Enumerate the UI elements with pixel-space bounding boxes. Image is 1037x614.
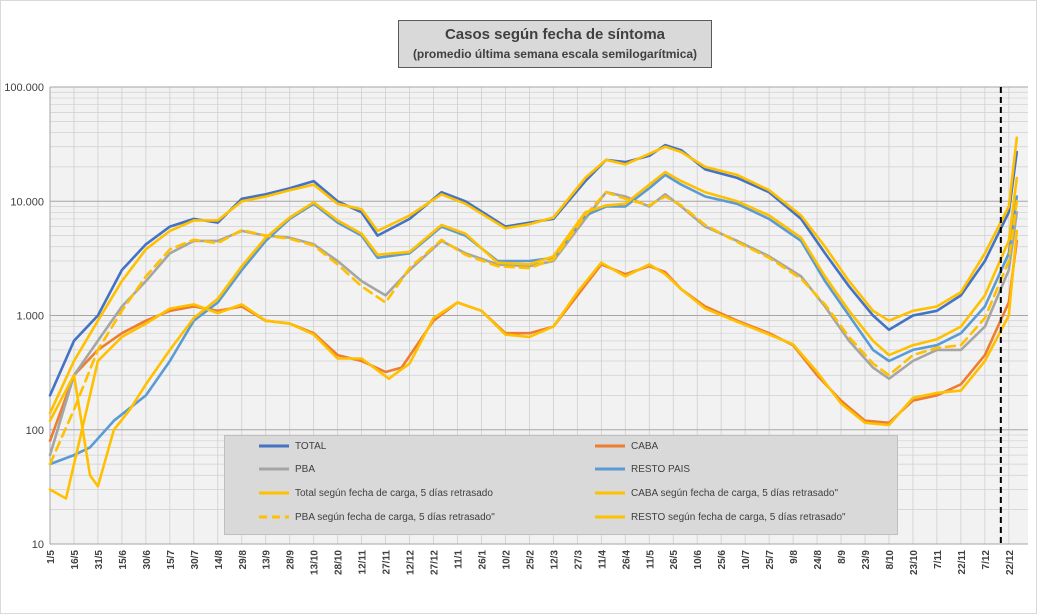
x-tick-label: 7/12 <box>981 550 992 570</box>
series-line <box>48 170 1019 488</box>
series-line <box>48 239 1019 443</box>
x-tick-label: 26/5 <box>669 550 680 570</box>
chart-title: Casos según fecha de síntoma <box>444 26 666 43</box>
x-tick-label: 15/7 <box>166 550 177 570</box>
x-tick-label: 13/9 <box>262 550 273 570</box>
x-tick-label: 30/6 <box>142 550 153 570</box>
legend-item-pba: PBA <box>259 464 316 475</box>
x-tick-label: 27/11 <box>382 550 393 575</box>
series-line <box>48 229 1019 500</box>
legend-item-resto-carga: RESTO según fecha de carga, 5 días retra… <box>595 512 846 523</box>
x-tick-label: 27/3 <box>573 550 584 570</box>
y-tick-label: 1.000 <box>16 311 44 323</box>
x-tick-label: 22/12 <box>1005 550 1016 575</box>
x-tick-label: 13/10 <box>310 550 321 575</box>
x-tick-label: 8/9 <box>837 550 848 564</box>
y-tick-label: 10 <box>32 539 44 551</box>
x-tick-label: 8/10 <box>885 550 896 570</box>
legend-item-pba-carga: PBA según fecha de carga, 5 días retrasa… <box>259 512 495 523</box>
x-tick-label: 11/5 <box>645 550 656 569</box>
x-tick-label: 25/7 <box>765 550 776 570</box>
x-tick-label: 22/11 <box>957 550 968 575</box>
legend-item-caba-carga: CABA según fecha de carga, 5 días retras… <box>595 488 839 499</box>
x-tick-label: 11/4 <box>597 550 608 569</box>
x-tick-label: 28/10 <box>334 550 345 575</box>
x-tick-label: 23/10 <box>909 550 920 575</box>
chart-legend: TOTAL CABA PBA RESTO PAIS Total según fe… <box>224 435 898 535</box>
x-tick-label: 12/3 <box>549 550 560 570</box>
x-tick-label: 27/12 <box>430 550 441 575</box>
x-tick-label: 7/11 <box>933 550 944 569</box>
legend-item-total-carga: Total según fecha de carga, 5 días retra… <box>259 488 493 499</box>
x-tick-label: 10/2 <box>501 550 512 570</box>
y-tick-label: 100 <box>26 425 44 437</box>
series-line <box>48 190 1019 466</box>
x-tick-label: 12/11 <box>358 550 369 575</box>
x-tick-label: 31/5 <box>94 550 105 570</box>
x-tick-label: 9/8 <box>789 550 800 564</box>
legend-item-total: TOTAL <box>259 441 327 452</box>
x-tick-label: 25/2 <box>525 550 536 570</box>
x-tick-label: 29/8 <box>238 550 249 570</box>
y-tick-label: 10.000 <box>10 196 44 208</box>
x-tick-label: 12/12 <box>406 550 417 575</box>
chart-title-box: Casos según fecha de síntoma (promedio ú… <box>398 20 712 68</box>
x-tick-label: 10/6 <box>693 550 704 570</box>
x-tick-label: 1/5 <box>46 550 57 564</box>
x-tick-label: 25/6 <box>717 550 728 570</box>
x-tick-label: 11/1 <box>454 550 465 569</box>
y-tick-label: 100.000 <box>4 82 44 94</box>
x-tick-label: 15/6 <box>118 550 129 570</box>
series-line <box>48 136 1019 415</box>
x-tick-label: 23/9 <box>861 550 872 570</box>
chart-subtitle: (promedio última semana escala semilogar… <box>412 47 698 61</box>
x-tick-label: 30/7 <box>190 550 201 570</box>
x-tick-label: 26/1 <box>477 550 488 570</box>
legend-item-resto-pais: RESTO PAIS <box>595 464 691 475</box>
x-tick-label: 24/8 <box>813 550 824 570</box>
x-tick-label: 14/8 <box>214 550 225 570</box>
legend-item-caba: CABA <box>595 441 659 452</box>
x-tick-label: 26/4 <box>621 550 632 570</box>
x-tick-label: 28/9 <box>286 550 297 570</box>
x-tick-label: 16/5 <box>70 550 81 570</box>
x-tick-label: 10/7 <box>741 550 752 570</box>
